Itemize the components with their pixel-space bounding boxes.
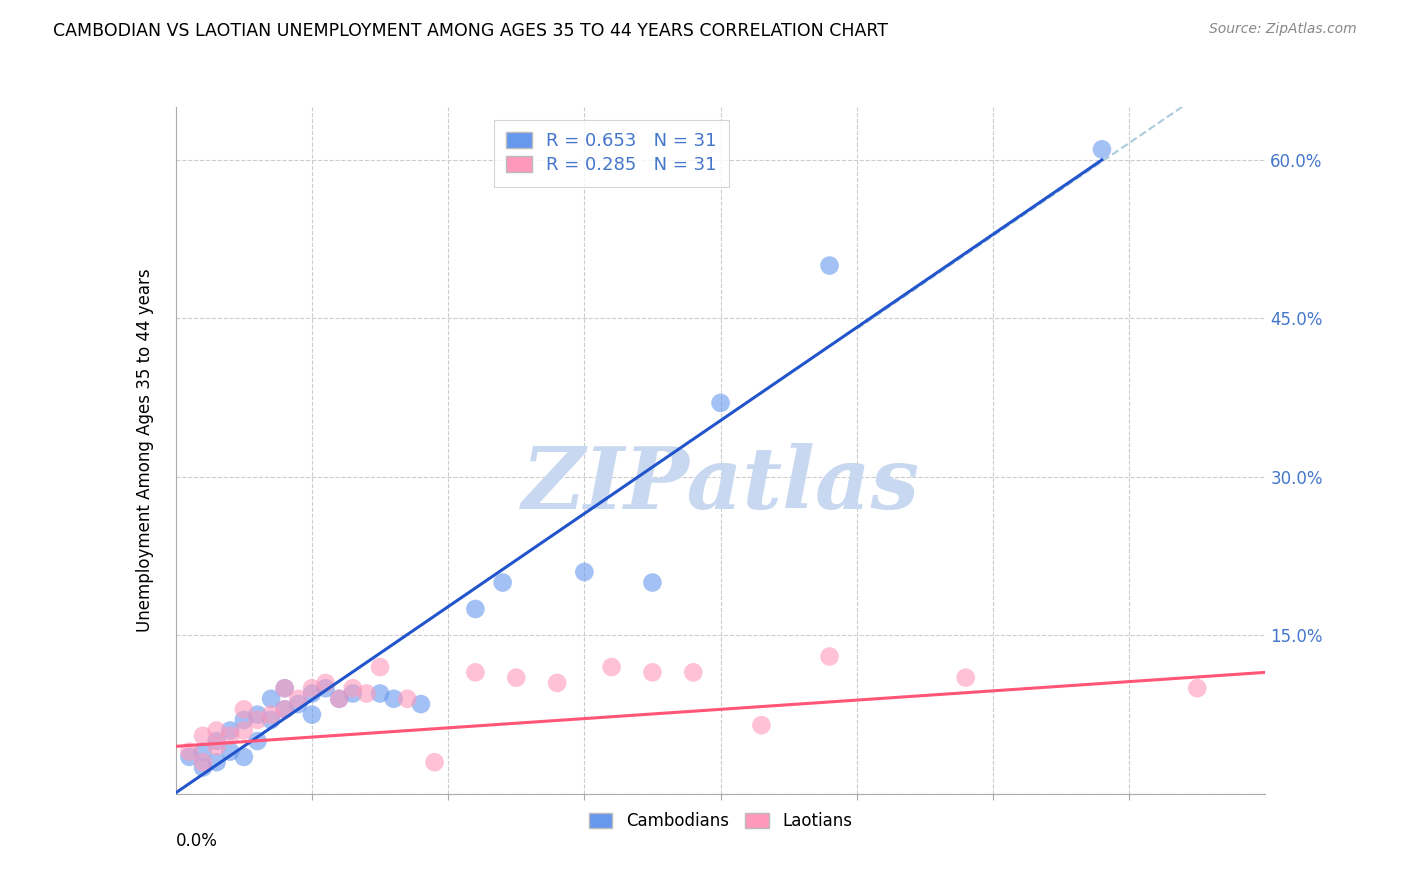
Point: [751, 718, 773, 732]
Text: ZIPatlas: ZIPatlas: [522, 443, 920, 526]
Point: [574, 565, 596, 579]
Point: [232, 750, 254, 764]
Y-axis label: Unemployment Among Ages 35 to 44 years: Unemployment Among Ages 35 to 44 years: [136, 268, 155, 632]
Point: [955, 671, 977, 685]
Point: [818, 649, 841, 664]
Point: [205, 723, 228, 738]
Legend: Cambodians, Laotians: Cambodians, Laotians: [582, 805, 859, 837]
Point: [191, 755, 214, 769]
Point: [328, 691, 350, 706]
Point: [274, 681, 297, 696]
Text: CAMBODIAN VS LAOTIAN UNEMPLOYMENT AMONG AGES 35 TO 44 YEARS CORRELATION CHART: CAMBODIAN VS LAOTIAN UNEMPLOYMENT AMONG …: [53, 22, 889, 40]
Point: [232, 713, 254, 727]
Point: [1187, 681, 1209, 696]
Point: [382, 691, 405, 706]
Point: [219, 745, 242, 759]
Point: [179, 750, 201, 764]
Point: [356, 686, 378, 700]
Point: [274, 681, 297, 696]
Point: [246, 707, 269, 722]
Point: [260, 707, 283, 722]
Point: [232, 702, 254, 716]
Point: [287, 697, 309, 711]
Point: [464, 602, 486, 616]
Point: [219, 723, 242, 738]
Point: [315, 676, 337, 690]
Point: [191, 729, 214, 743]
Point: [191, 745, 214, 759]
Point: [205, 739, 228, 754]
Point: [342, 681, 364, 696]
Point: [396, 691, 419, 706]
Point: [274, 702, 297, 716]
Point: [287, 691, 309, 706]
Point: [1091, 142, 1114, 156]
Text: 0.0%: 0.0%: [176, 831, 218, 850]
Point: [409, 697, 432, 711]
Point: [205, 734, 228, 748]
Point: [246, 734, 269, 748]
Point: [600, 660, 623, 674]
Point: [205, 755, 228, 769]
Point: [315, 681, 337, 696]
Point: [464, 665, 486, 680]
Point: [246, 713, 269, 727]
Point: [682, 665, 704, 680]
Point: [232, 723, 254, 738]
Point: [492, 575, 515, 590]
Point: [274, 702, 297, 716]
Point: [423, 755, 446, 769]
Point: [641, 575, 664, 590]
Point: [260, 691, 283, 706]
Text: Source: ZipAtlas.com: Source: ZipAtlas.com: [1209, 22, 1357, 37]
Point: [301, 707, 323, 722]
Point: [641, 665, 664, 680]
Point: [328, 691, 350, 706]
Point: [505, 671, 527, 685]
Point: [368, 686, 391, 700]
Point: [219, 729, 242, 743]
Point: [191, 760, 214, 774]
Point: [260, 713, 283, 727]
Point: [368, 660, 391, 674]
Point: [546, 676, 568, 690]
Point: [301, 681, 323, 696]
Point: [301, 686, 323, 700]
Point: [342, 686, 364, 700]
Point: [179, 745, 201, 759]
Point: [710, 396, 733, 410]
Point: [818, 259, 841, 273]
